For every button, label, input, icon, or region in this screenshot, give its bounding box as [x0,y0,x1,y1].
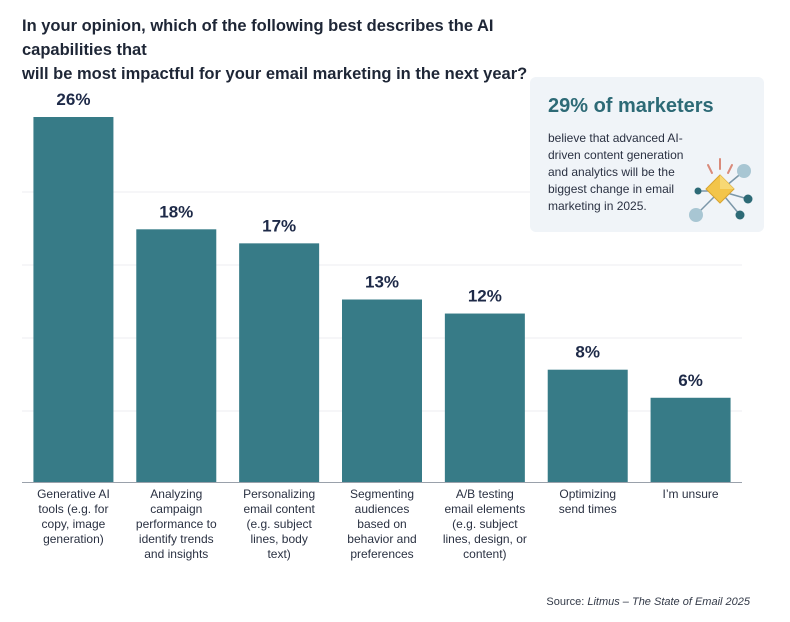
bar-6 [650,397,731,482]
bar-5 [547,369,628,482]
x-tick-label-3: Segmenting audiences based on behavior and p… [347,487,416,561]
bar-3 [342,299,422,482]
bar-value-label-0: 26% [56,90,90,109]
callout-body: believe that advanced AI-driven content … [548,131,684,213]
stat-callout: 29% of marketers believe that advanced A… [530,77,764,232]
source-text: Litmus – The State of Email 2025 [587,596,750,608]
bar-value-label-2: 17% [262,216,296,235]
bar-0 [33,117,114,482]
x-tick-label-5: Optimizing send times [559,487,617,516]
bar-value-label-6: 6% [678,371,703,390]
chart-title-line-2: will be most impactful for your email ma… [22,65,528,83]
source-note: Source: Litmus – The State of Email 2025 [546,596,750,608]
bar-2 [239,243,320,482]
x-tick-label-2: Personalizing email content (e.g. subject l… [243,487,315,561]
bar-4 [444,313,525,482]
bar-value-label-3: 13% [365,273,399,292]
network-diamond-icon [689,158,753,222]
source-prefix: Source: [546,596,588,608]
chart-title: In your opinion, which of the following … [22,14,582,86]
bar-value-label-1: 18% [159,202,193,221]
x-tick-label-0: Generative AI tools (e.g. for copy, image g… [37,487,110,546]
x-tick-label-6: I’m unsure [663,487,719,501]
chart-title-line-1: In your opinion, which of the following … [22,17,494,59]
x-tick-label-4: A/B testing email elements (e.g. subject li… [443,487,527,561]
bar-1 [136,229,217,482]
bar-value-label-5: 8% [575,343,600,362]
callout-headline: 29% of marketers [548,95,714,117]
bar-value-label-4: 12% [468,287,502,306]
x-tick-label-1: Analyzing campaign performance to identify … [136,487,217,561]
